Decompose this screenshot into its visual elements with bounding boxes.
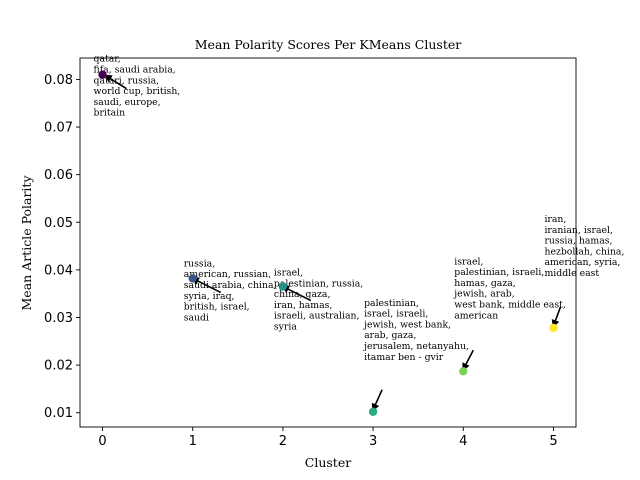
annotation-line: russia,: [184, 258, 215, 269]
y-tick-label: 0.02: [44, 359, 73, 374]
x-tick-label: 4: [459, 434, 467, 449]
cluster-2-arrow: [281, 285, 312, 302]
cluster-4-annotation: israel,palestinian, israeli,hamas, gaza,…: [453, 256, 566, 321]
cluster-4-arrow: [462, 349, 474, 372]
annotation-line: saudi, europe,: [94, 97, 161, 108]
chart-title: Mean Polarity Scores Per KMeans Cluster: [195, 37, 462, 52]
annotation-line: middle east: [544, 268, 599, 279]
annotation-line: palestinian, russia,: [274, 278, 363, 289]
annotation-line: israeli, australian,: [274, 311, 360, 322]
annotation-line: palestinian, israeli,: [454, 267, 544, 278]
annotation-line: british, israel,: [184, 302, 250, 313]
x-axis: 0 1 2 3 4 5: [98, 427, 558, 449]
y-tick-label: 0.08: [44, 73, 73, 88]
annotation-line: american: [454, 310, 498, 321]
arrow-layer: [103, 74, 562, 412]
annotation-line: syria: [274, 322, 297, 333]
annotation-line: west bank, middle east,: [454, 299, 566, 310]
annotation-line: israel,: [454, 256, 483, 267]
annotation-line: saudi arabia, china,: [184, 280, 277, 291]
annotation-line: american, russian,: [184, 269, 271, 280]
y-tick-label: 0.07: [44, 121, 73, 136]
annotation-line: jewish, arab,: [453, 289, 514, 300]
cluster-2-point: [278, 282, 288, 291]
annotation-line: syria, iraq,: [184, 291, 235, 302]
annotation-line: russia, hamas,: [544, 236, 612, 247]
annotation-line: world cup, british,: [94, 86, 181, 97]
cluster-1-point: [188, 274, 197, 283]
annotation-line: jerusalem, netanyahu,: [363, 341, 469, 352]
x-tick-label: 3: [369, 434, 377, 449]
cluster-3-arrow: [371, 389, 383, 412]
cluster-0-annotation: qatar,fifa, saudi arabia,qatari, russia,…: [94, 54, 181, 119]
x-tick-label: 2: [279, 434, 287, 449]
cluster-5-annotation: iran,iranian, israel,russia, hamas,hezbo…: [544, 214, 624, 279]
annotation-line: hezbollah, china,: [544, 246, 624, 257]
cluster-5-arrow: [551, 306, 562, 328]
annotation-line: iranian, israel,: [544, 225, 613, 236]
cluster-1-annotation: russia,american, russian,saudi arabia, c…: [184, 258, 277, 323]
cluster-3-annotation: palestinian,israel, israeli,jewish, west…: [363, 298, 469, 363]
annotation-line: britain: [94, 108, 126, 119]
x-tick-label: 5: [549, 434, 557, 449]
annotation-line: israel,: [274, 268, 303, 279]
annotation-line: saudi: [184, 312, 209, 323]
y-axis-label: Mean Article Polarity: [19, 175, 34, 311]
annotation-line: jewish, west bank,: [363, 319, 451, 330]
annotation-line: israel, israeli,: [364, 309, 428, 320]
annotation-line: china, gaza,: [274, 289, 331, 300]
annotation-line: arab, gaza,: [364, 330, 416, 341]
cluster-3-point: [368, 407, 378, 416]
cluster-0-arrow: [103, 74, 127, 90]
cluster-5-point: [549, 323, 558, 333]
cluster-4-point: [459, 367, 468, 376]
x-tick-label: 0: [98, 434, 106, 449]
annotation-line: fifa, saudi arabia,: [94, 64, 176, 75]
x-tick-label: 1: [189, 434, 197, 449]
cluster-1-arrow: [190, 277, 222, 294]
x-axis-label: Cluster: [305, 455, 351, 470]
annotation-layer: qatar,fifa, saudi arabia,qatari, russia,…: [94, 54, 625, 363]
cluster-0-point: [98, 70, 107, 79]
data-points: [98, 70, 558, 416]
y-tick-label: 0.03: [44, 311, 73, 326]
y-tick-label: 0.06: [44, 168, 73, 183]
annotation-line: itamar ben - gvir: [364, 352, 444, 363]
plot-area-frame: [79, 57, 577, 428]
annotation-line: palestinian,: [364, 298, 419, 309]
annotation-line: qatari, russia,: [94, 75, 160, 86]
annotation-line: hamas, gaza,: [454, 278, 516, 289]
annotation-line: qatar,: [94, 54, 121, 65]
annotation-line: iran, hamas,: [274, 300, 333, 311]
y-tick-label: 0.04: [44, 263, 73, 278]
y-tick-label: 0.05: [44, 216, 73, 231]
annotation-line: iran,: [544, 214, 566, 225]
annotation-line: american, syria,: [544, 257, 620, 268]
y-tick-label: 0.01: [44, 406, 73, 421]
cluster-2-annotation: israel,palestinian, russia,china, gaza,i…: [274, 268, 363, 333]
y-axis: 0.01 0.02 0.03 0.04 0.05 0.06 0.07 0.08: [44, 73, 80, 421]
